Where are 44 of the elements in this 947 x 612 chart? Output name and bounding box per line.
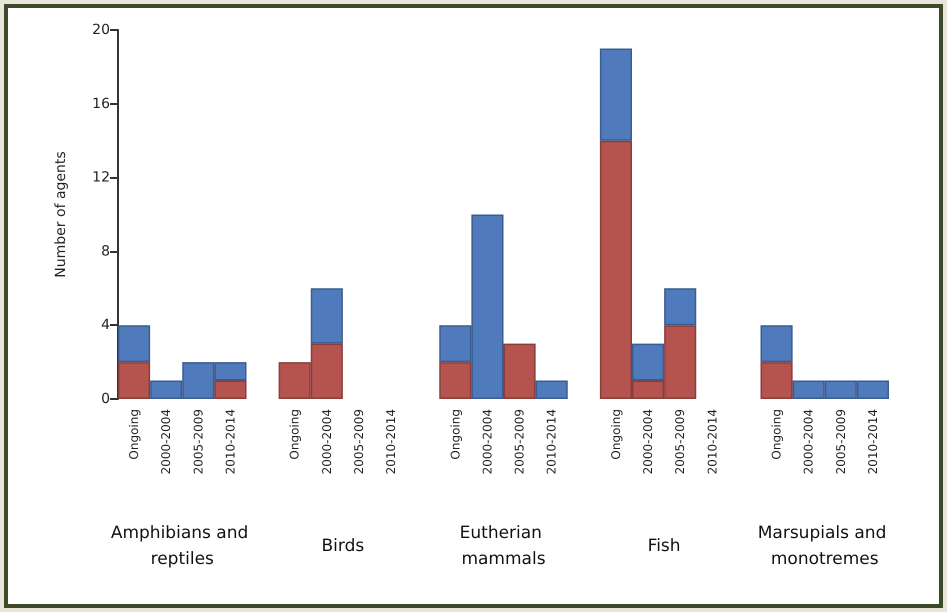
x-tick-label: 2005-2009 [352,409,366,474]
bar [760,325,793,362]
y-tick-label: 4 [101,317,110,334]
x-tick-label: Ongoing [288,409,302,460]
y-tick-label: 0 [101,391,110,407]
y-tick-label: 20 [92,22,110,38]
bar [118,325,150,362]
x-tick-label: 2010-2014 [866,409,880,474]
text: Fish [648,536,681,556]
bar [118,362,150,399]
text: Eutherian mammals [460,523,548,569]
bar [632,344,664,381]
bar [439,362,472,399]
x-tick-label: 2000-2004 [159,409,174,474]
x-tick-label: 2000-2004 [320,409,334,474]
x-tick-label: 2010-2014 [544,409,559,474]
x-tick-label: Ongoing [127,409,142,460]
x-tick-label: 2005-2009 [834,409,848,474]
x-tick-label: Ongoing [770,409,784,460]
text: Marsupials and monotremes [758,523,892,569]
bar [214,380,246,399]
bar [664,288,696,326]
bar [760,362,793,399]
y-axis-title: Number of agents [53,151,69,278]
x-tick-label: 2000-2004 [480,409,494,474]
x-tick-label: 2000-2004 [802,409,816,474]
x-tick-label: 2010-2014 [705,409,720,474]
bar [600,48,632,141]
x-tick-label: Ongoing [608,409,623,460]
x-tick-label: 2005-2009 [512,409,527,474]
y-tick-label: 16 [92,96,110,112]
x-tick-label: 2005-2009 [191,409,206,474]
bar [310,288,343,344]
bar [504,344,536,399]
x-tick-label: Ongoing [448,409,462,460]
text: Amphibians and reptiles [110,523,254,569]
x-tick-label: 2005-2009 [673,409,688,474]
x-tick-label: 2010-2014 [384,409,398,474]
x-tick-label: 2010-2014 [223,409,238,474]
x-tick-label: 2000-2004 [641,409,656,474]
y-tick-label: 8 [101,243,110,260]
text: Birds [322,536,364,556]
y-tick-label: 12 [92,170,110,186]
bar [536,380,568,399]
